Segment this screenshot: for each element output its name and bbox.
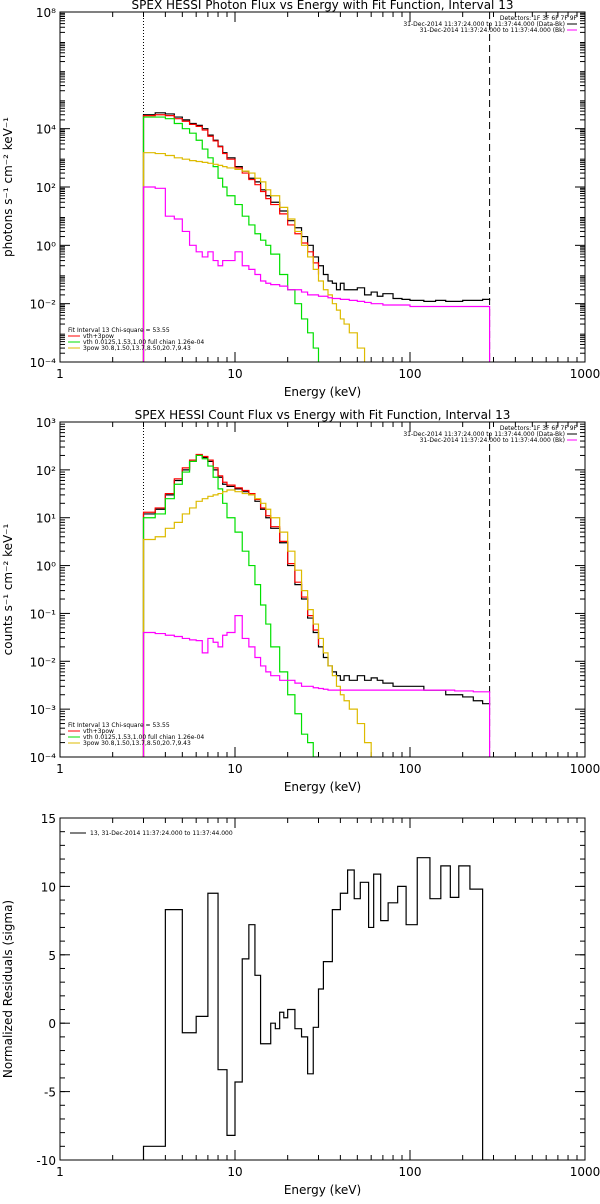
x-tick-label: 1 [56,762,64,776]
plot-frame [59,421,586,758]
legend-fit-label: vth+3pow [83,333,114,340]
legend-bk-label: 31-Dec-2014 11:37:24.000 to 11:37:44.000… [420,27,565,34]
y-tick-label: 10⁻² [30,655,57,669]
y-tick-label: 5 [48,949,56,963]
y-axis-label: photons s⁻¹ cm⁻² keV⁻¹ [1,117,15,257]
legend-data-label: 31-Dec-2014 11:37:24.000 to 11:37:44.000… [403,21,565,28]
x-tick-label: 100 [399,1165,422,1179]
y-tick-label: 15 [41,812,56,826]
x-tick-label: 1 [56,367,64,381]
series-0-line [142,857,490,1160]
plot-frame [59,11,586,363]
legend-fit-label: 3pow 30.8,1.50,13.7,8.50,20.7,9.43 [83,740,191,747]
x-axis-label: Energy (keV) [284,385,361,399]
series-2-line [142,116,320,362]
x-tick-label: 1000 [570,367,600,381]
legend-fit-label: 3pow 30.8,1.50,13.7,8.50,20.7,9.43 [83,345,191,352]
y-tick-label: 10⁻¹ [30,607,57,621]
series-3-line [142,489,372,757]
y-tick-label: 10⁸ [36,6,56,20]
x-tick-label: 10 [227,762,242,776]
y-tick-label: 10⁻⁴ [30,356,57,370]
legend-detectors: Detectors: 1F 3F 6F 7F 9F [500,425,578,432]
legend-fit-label: vth 0.0125,1.53,1.00 full chian 1.26e-04 [83,734,204,741]
x-tick-label: 1000 [570,762,600,776]
series-2-line [142,454,319,757]
y-tick-label: 10⁻² [30,298,57,312]
chart-title: SPEX HESSI Photon Flux vs Energy with Fi… [132,0,514,12]
legend-residual-label: 13, 31-Dec-2014 11:37:24.000 to 11:37:44… [90,830,233,837]
y-tick-label: 10 [41,880,56,894]
legend-fit-label: vth 0.0125,1.53,1.00 full chian 1.26e-04 [83,339,204,346]
y-tick-label: 10⁰ [36,560,56,574]
legend-fit-interval: Fit Interval 13 Chi-square = 53.55 [68,327,170,334]
x-axis-label: Energy (keV) [284,1183,361,1197]
y-axis-label: counts s⁻¹ cm⁻² keV⁻¹ [1,523,15,655]
x-tick-label: 1000 [570,1165,600,1179]
series-3-line [142,152,366,362]
x-tick-label: 100 [399,762,422,776]
x-tick-label: 10 [227,1165,242,1179]
y-tick-label: 10² [36,464,56,478]
chart-title: SPEX HESSI Count Flux vs Energy with Fit… [135,408,511,422]
plot-frame [59,817,586,1161]
x-tick-label: 1 [56,1165,64,1179]
y-tick-label: -10 [36,1154,56,1168]
x-tick-label: 100 [399,367,422,381]
y-tick-label: 10⁴ [36,123,56,137]
legend-bk-label: 31-Dec-2014 11:37:24.000 to 11:37:44.000… [420,437,565,444]
y-tick-label: 0 [48,1017,56,1031]
series-0-line [142,454,491,757]
photon-flux-panel: SPEX HESSI Photon Flux vs Energy with Fi… [1,0,600,399]
legend-fit-label: vth+3pow [83,728,114,735]
y-tick-label: 10⁰ [36,239,56,253]
y-tick-label: 10⁻³ [30,703,57,717]
residuals-panel: 1 10 100 1000 -10 -5 0 5 10 15 Energy (keV) Normali… [1,812,600,1197]
x-axis-label: Energy (keV) [284,780,361,794]
y-tick-label: 10⁻⁴ [30,751,57,765]
y-tick-label: 10¹ [36,512,56,526]
series-4-line [142,186,491,362]
legend-detectors: Detectors: 1F 3F 6F 7F 9F [500,15,578,22]
y-tick-label: 10² [36,181,56,195]
y-tick-label: 10³ [36,416,56,430]
series-4-line [142,615,491,757]
legend-data-label: 31-Dec-2014 11:37:24.000 to 11:37:44.000… [403,431,565,438]
legend-fit-interval: Fit Interval 13 Chi-square = 53.55 [68,722,170,729]
y-tick-label: -5 [44,1086,56,1100]
series-0-line [142,112,491,362]
count-flux-panel: SPEX HESSI Count Flux vs Energy with Fit… [1,408,600,794]
x-tick-label: 10 [227,367,242,381]
y-axis-label: Normalized Residuals (sigma) [1,900,15,1078]
